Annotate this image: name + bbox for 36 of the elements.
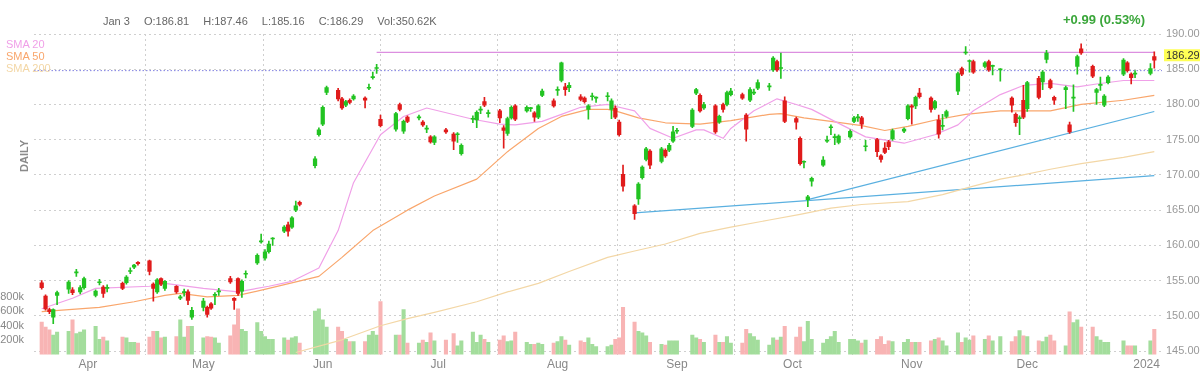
text: L:185.16 <box>261 15 305 27</box>
x-tick-label: Oct <box>783 357 803 372</box>
y-tick-label: 165.00 <box>1166 203 1200 216</box>
y-tick-label: 150.00 <box>1166 308 1200 321</box>
y-tick-label: 185.00 <box>1166 62 1200 75</box>
x-tick-label: Nov <box>901 357 923 372</box>
y-tick-label: 190.00 <box>1166 27 1200 40</box>
x-tick-label: 2024 <box>1133 357 1161 372</box>
y-tick-label: 160.00 <box>1166 238 1200 251</box>
x-tick-label: Jul <box>430 357 446 372</box>
y2-tick-label: 800k <box>0 289 25 302</box>
y2-tick-label: 200k <box>0 333 25 346</box>
x-tick-label: Sep <box>666 357 688 372</box>
x-tick-label: Aug <box>546 357 569 372</box>
text: C:186.29 <box>318 15 364 27</box>
y-tick-label: 170.00 <box>1166 167 1200 180</box>
x-tick-label: Jun <box>313 357 333 372</box>
text: DAILY <box>18 140 30 172</box>
text: SMA 20 <box>6 38 46 50</box>
y-tick-label: 155.00 <box>1166 273 1200 286</box>
y2-tick-label: 400k <box>0 318 25 331</box>
y2-tick-label: 600k <box>0 304 25 317</box>
text: 186.29 <box>1166 48 1200 61</box>
y-tick-label: 180.00 <box>1166 97 1200 110</box>
x-tick-label: Apr <box>78 357 98 372</box>
text: Jan 3 <box>103 15 130 27</box>
y-tick-label: 145.00 <box>1166 344 1200 357</box>
y-tick-label: 175.00 <box>1166 132 1200 145</box>
text: Vol:350.62K <box>377 15 437 27</box>
x-tick-label: May <box>192 357 215 372</box>
text: H:187.46 <box>203 15 248 27</box>
x-tick-label: Dec <box>1016 357 1038 372</box>
text: +0.99 (0.53%) <box>1062 12 1145 27</box>
text: O:186.81 <box>143 15 190 27</box>
text: SMA 50 <box>6 50 46 62</box>
text: SMA 200 <box>6 62 51 74</box>
